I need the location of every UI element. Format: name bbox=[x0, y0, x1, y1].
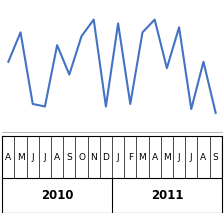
Text: 2010: 2010 bbox=[41, 189, 73, 202]
Text: J: J bbox=[117, 153, 119, 162]
Text: J: J bbox=[178, 153, 180, 162]
Text: M: M bbox=[139, 153, 146, 162]
Text: M: M bbox=[163, 153, 171, 162]
Text: A: A bbox=[152, 153, 158, 162]
Text: F: F bbox=[128, 153, 133, 162]
Text: A: A bbox=[5, 153, 11, 162]
Text: A: A bbox=[200, 153, 207, 162]
Text: A: A bbox=[54, 153, 60, 162]
Text: O: O bbox=[78, 153, 85, 162]
Text: J: J bbox=[44, 153, 46, 162]
Text: J: J bbox=[190, 153, 193, 162]
Text: N: N bbox=[90, 153, 97, 162]
Text: 2011: 2011 bbox=[151, 189, 183, 202]
Text: S: S bbox=[67, 153, 72, 162]
Text: M: M bbox=[17, 153, 24, 162]
Text: S: S bbox=[213, 153, 219, 162]
Text: J: J bbox=[31, 153, 34, 162]
Text: D: D bbox=[102, 153, 109, 162]
